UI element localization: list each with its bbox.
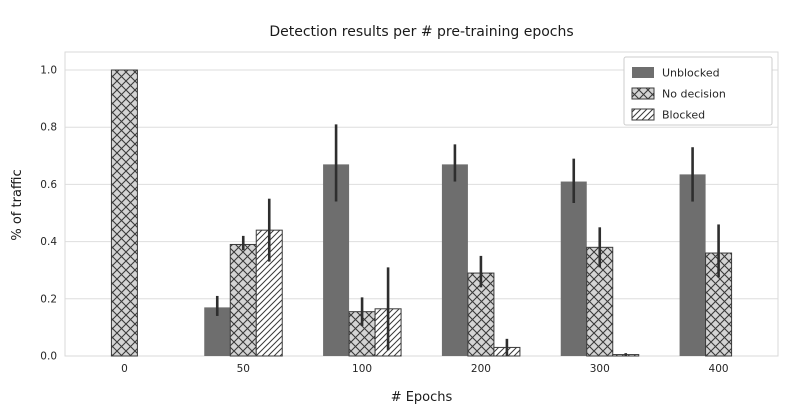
legend-swatch-no-decision bbox=[631, 87, 655, 100]
bar-no-decision-50 bbox=[229, 243, 257, 357]
y-tick-label: 0.2 bbox=[40, 293, 57, 305]
bar-unblocked-200 bbox=[441, 164, 468, 356]
legend-label-blocked: Blocked bbox=[662, 109, 705, 122]
y-tick-label: 0.6 bbox=[40, 179, 57, 191]
bar-unblocked-300 bbox=[560, 181, 587, 356]
plot-frame bbox=[64, 51, 779, 357]
legend-label-no-decision: No decision bbox=[662, 88, 726, 101]
legend-swatch-blocked bbox=[631, 108, 655, 121]
x-axis-label: # Epochs bbox=[390, 390, 453, 405]
y-tick-label: 0.8 bbox=[40, 122, 57, 134]
bar-no-decision-0 bbox=[110, 69, 138, 357]
x-tick-label: 300 bbox=[590, 363, 610, 375]
x-tick-label: 400 bbox=[709, 363, 729, 375]
y-tick-label: 1.0 bbox=[40, 65, 57, 77]
legend bbox=[623, 56, 773, 126]
x-tick-label: 200 bbox=[471, 363, 491, 375]
legend-label-unblocked: Unblocked bbox=[662, 67, 720, 80]
x-tick-label: 0 bbox=[121, 363, 128, 375]
legend-swatch-unblocked bbox=[632, 67, 654, 78]
y-tick-label: 0.0 bbox=[40, 351, 57, 363]
y-tick-label: 0.4 bbox=[40, 236, 57, 248]
chart-title: Detection results per # pre-training epo… bbox=[269, 24, 574, 40]
x-tick-label: 50 bbox=[237, 363, 250, 375]
x-tick-label: 100 bbox=[352, 363, 372, 375]
bar-unblocked-400 bbox=[679, 174, 706, 356]
